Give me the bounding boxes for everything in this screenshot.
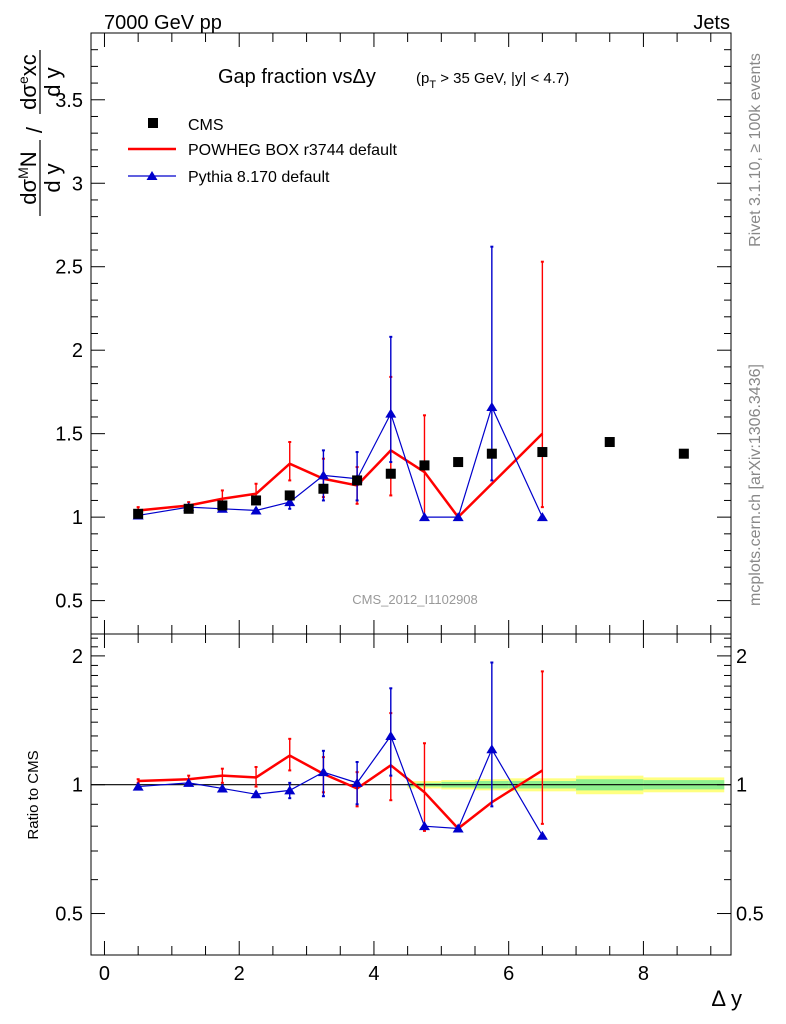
cms-point bbox=[604, 437, 615, 448]
svg-text:dσexc: dσexc bbox=[15, 54, 41, 110]
cms-point bbox=[419, 460, 430, 471]
watermark: CMS_2012_I1102908 bbox=[352, 592, 478, 607]
svg-text:/: / bbox=[22, 126, 47, 133]
pythia-ratio-point bbox=[132, 781, 144, 791]
upper-ytick-label: 2 bbox=[72, 340, 83, 362]
legend-marker-cms bbox=[148, 118, 158, 128]
upper-ytick-label: 3 bbox=[72, 173, 83, 195]
pythia-point bbox=[317, 470, 329, 480]
pythia-point bbox=[284, 497, 296, 507]
upper-plot-data bbox=[132, 245, 689, 522]
cms-point bbox=[352, 475, 363, 486]
legend-marker-pythia bbox=[146, 171, 158, 180]
upper-ytick-label: 0.5 bbox=[55, 591, 83, 613]
upper-ytick-label: 3.5 bbox=[55, 90, 83, 112]
lower-ytick-label-right: 2 bbox=[736, 646, 747, 668]
svg-text:d y: d y bbox=[40, 67, 65, 96]
powheg-line bbox=[138, 432, 544, 520]
xtick-label: 6 bbox=[503, 963, 514, 985]
rivet-label: Rivet 3.1.10, ≥ 100k events bbox=[747, 53, 764, 247]
cms-point bbox=[385, 468, 396, 479]
pythia-ratio-point bbox=[250, 789, 262, 799]
cms-point bbox=[678, 448, 689, 459]
pythia-ratio-line bbox=[138, 734, 543, 837]
cms-point bbox=[318, 483, 329, 494]
pythia-point bbox=[250, 505, 262, 515]
pythia-ratio-point bbox=[317, 767, 329, 777]
axes: 0.5 1 1.5 2 2.5 3 3.5 0.5 0.5 1 1 2 2 0 2 4 6 8 bbox=[55, 32, 764, 985]
pythia-ratio-point bbox=[486, 744, 498, 754]
pythia-ratio-point bbox=[216, 783, 228, 793]
upper-frame bbox=[90, 32, 732, 635]
pythia-line bbox=[138, 405, 543, 518]
legend-label-pythia: Pythia 8.170 default bbox=[188, 169, 330, 186]
cms-point bbox=[453, 457, 464, 468]
title-cuts: (pT > 35 GeV, |y| < 4.7) bbox=[416, 70, 569, 91]
upper-ytick-label: 1 bbox=[72, 507, 83, 529]
header-left: 7000 GeV pp bbox=[104, 12, 222, 34]
xtick-label: 0 bbox=[99, 963, 110, 985]
lower-ytick-label: 1 bbox=[72, 775, 83, 797]
powheg-ratio-line bbox=[138, 754, 544, 831]
pythia-point bbox=[418, 512, 430, 522]
cms-point bbox=[284, 490, 295, 501]
pythia-ratio-point bbox=[536, 830, 548, 840]
pythia-ratio-point bbox=[418, 821, 430, 831]
lower-ytick-label: 0.5 bbox=[55, 904, 83, 926]
lower-ytick-label-right: 0.5 bbox=[736, 904, 764, 926]
xtick-label: 4 bbox=[368, 963, 379, 985]
svg-text:d y: d y bbox=[40, 163, 65, 192]
legend: CMS POWHEG BOX r3744 default Pythia 8.17… bbox=[128, 117, 398, 186]
pythia-ratio-point bbox=[183, 777, 195, 787]
pythia-ratio-point bbox=[452, 823, 464, 833]
main-title: Gap fraction vsΔy bbox=[218, 66, 376, 88]
cms-point bbox=[133, 508, 144, 519]
upper-ytick-label: 1.5 bbox=[55, 424, 83, 446]
pythia-ratio-point bbox=[385, 730, 397, 740]
pythia-point bbox=[486, 401, 498, 411]
lower-ytick-label: 2 bbox=[72, 646, 83, 668]
pythia-ratio-point bbox=[351, 777, 363, 787]
legend-label-cms: CMS bbox=[188, 117, 224, 134]
cms-point bbox=[217, 500, 228, 511]
lower-frame bbox=[90, 633, 732, 956]
mcplots-label: mcplots.cern.ch [arXiv:1306.3436] bbox=[747, 364, 764, 606]
pythia-point bbox=[452, 512, 464, 522]
xtick-label: 8 bbox=[638, 963, 649, 985]
upper-ylabel: dσMN d y / dσexc d y bbox=[15, 50, 65, 216]
lower-ytick-label-right: 1 bbox=[736, 775, 747, 797]
pythia-point bbox=[385, 408, 397, 418]
cms-point bbox=[486, 448, 497, 459]
cms-point bbox=[537, 447, 548, 458]
xlabel: Δ y bbox=[711, 986, 742, 1011]
header-right: Jets bbox=[693, 12, 730, 34]
ratio-plot-data bbox=[132, 661, 548, 840]
main-title-text: Gap fraction vsΔy bbox=[218, 66, 376, 88]
legend-label-powheg: POWHEG BOX r3744 default bbox=[188, 142, 398, 159]
cms-point bbox=[251, 495, 262, 506]
upper-ytick-label: 2.5 bbox=[55, 257, 83, 279]
pythia-point bbox=[536, 512, 548, 522]
lower-ylabel: Ratio to CMS bbox=[25, 750, 42, 839]
xtick-label: 2 bbox=[234, 963, 245, 985]
cms-point bbox=[183, 503, 194, 514]
pythia-ratio-point bbox=[284, 785, 296, 795]
svg-text:dσMN: dσMN bbox=[15, 151, 41, 204]
